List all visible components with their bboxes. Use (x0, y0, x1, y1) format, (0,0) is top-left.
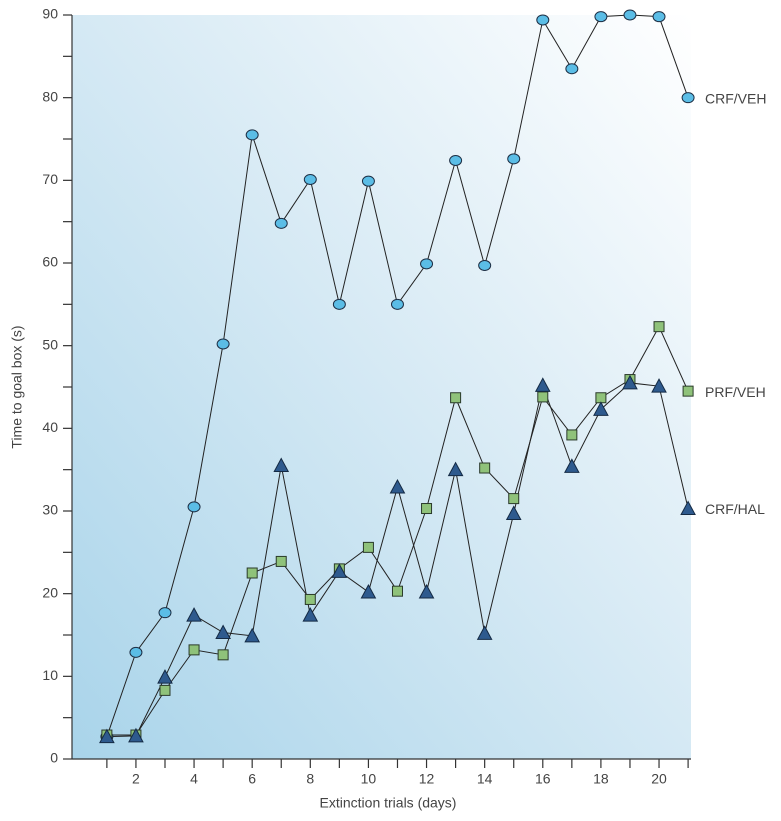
data-point (479, 462, 491, 474)
data-point (681, 92, 695, 104)
data-point (390, 298, 404, 310)
data-point (565, 63, 579, 75)
x-tick-label: 2 (132, 771, 140, 787)
data-point (534, 377, 551, 392)
data-point (187, 501, 201, 513)
y-tick-label: 60 (42, 254, 58, 270)
data-point (303, 174, 317, 186)
data-point (537, 391, 549, 403)
data-point (447, 461, 464, 477)
data-point (158, 607, 172, 619)
x-tick-label: 12 (419, 771, 435, 787)
data-point (274, 217, 288, 229)
x-tick-label: 18 (593, 771, 609, 787)
y-tick-label: 50 (42, 336, 58, 352)
data-point (186, 607, 202, 622)
data-point (332, 298, 346, 310)
data-point (244, 627, 261, 643)
data-point (418, 583, 435, 599)
y-tick-label: 10 (42, 667, 58, 683)
data-point (389, 478, 406, 494)
y-tick-label: 30 (42, 502, 58, 518)
data-point (246, 567, 258, 579)
data-point (478, 259, 492, 271)
data-point (622, 374, 638, 390)
y-tick-label: 40 (42, 419, 58, 435)
data-point (188, 644, 200, 656)
data-point (476, 625, 493, 640)
y-tick-label: 80 (42, 88, 58, 104)
data-point (129, 646, 143, 658)
plot-background (72, 15, 691, 759)
series-label: CRF/VEH (705, 90, 766, 106)
x-tick-label: 6 (248, 771, 256, 787)
x-tick-label: 8 (306, 771, 314, 787)
data-point (275, 555, 287, 567)
data-point (507, 153, 521, 165)
data-point (564, 458, 580, 473)
data-point (449, 154, 463, 166)
series-label: CRF/HAL (705, 501, 765, 517)
y-axis-label: Time to goal box (s) (9, 325, 25, 448)
x-tick-label: 16 (535, 771, 551, 787)
data-point (159, 684, 171, 696)
data-point (273, 457, 290, 473)
data-point (331, 563, 348, 578)
data-point (566, 429, 578, 441)
data-point (680, 500, 696, 516)
y-tick-label: 70 (42, 171, 58, 187)
x-tick-label: 4 (190, 771, 198, 787)
data-point (450, 392, 462, 404)
data-point (594, 11, 608, 23)
data-point (215, 624, 231, 640)
data-point (360, 583, 377, 599)
data-point (391, 585, 403, 597)
x-tick-label: 10 (361, 771, 377, 787)
data-point (595, 392, 607, 404)
data-point (99, 728, 115, 744)
data-point (217, 649, 229, 661)
data-point (536, 14, 550, 26)
series-label: PRF/VEH (705, 384, 766, 400)
data-point (128, 727, 144, 743)
data-point (593, 401, 609, 416)
data-point (623, 9, 637, 21)
data-point (682, 385, 694, 397)
data-point (508, 493, 520, 505)
data-point (652, 11, 666, 23)
data-point (157, 669, 173, 684)
data-point (505, 505, 522, 520)
data-point (420, 258, 434, 270)
y-tick-label: 0 (50, 750, 58, 766)
data-point (651, 378, 667, 393)
data-point (216, 338, 230, 350)
data-point (362, 541, 374, 553)
data-point (421, 503, 433, 515)
data-point (302, 607, 319, 622)
y-tick-label: 90 (42, 6, 58, 22)
data-point (304, 593, 316, 605)
data-point (361, 175, 375, 187)
x-axis-label: Extinction trials (days) (320, 795, 457, 811)
x-tick-label: 20 (651, 771, 667, 787)
x-tick-label: 14 (477, 771, 493, 787)
data-point (245, 129, 259, 141)
data-point (653, 321, 665, 333)
y-tick-label: 20 (42, 584, 58, 600)
